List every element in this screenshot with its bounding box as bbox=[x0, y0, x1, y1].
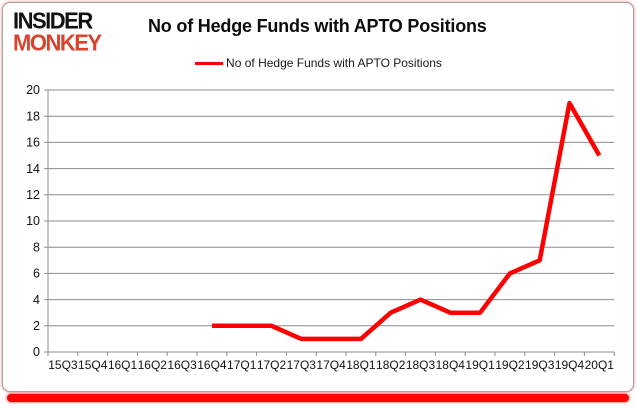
x-tick-label: 16Q3 bbox=[167, 358, 197, 372]
x-tick-label: 19Q4 bbox=[555, 358, 585, 372]
x-tick-label: 16Q2 bbox=[138, 358, 168, 372]
x-tick-label: 18Q2 bbox=[376, 358, 406, 372]
insider-monkey-logo: INSIDER MONKEY bbox=[13, 7, 102, 56]
legend-line-swatch bbox=[195, 61, 224, 65]
x-tick-label: 18Q1 bbox=[346, 358, 376, 372]
x-tick-label: 20Q1 bbox=[585, 358, 615, 372]
legend-label: No of Hedge Funds with APTO Positions bbox=[226, 56, 442, 70]
x-tick-label: 18Q3 bbox=[406, 358, 436, 372]
data-line bbox=[211, 100, 602, 342]
x-tick-label: 16Q1 bbox=[108, 358, 138, 372]
y-tick-label: 8 bbox=[33, 240, 40, 254]
y-tick-label: 14 bbox=[26, 162, 40, 176]
x-tick-label: 17Q1 bbox=[227, 358, 257, 372]
bottom-red-bar bbox=[7, 394, 629, 402]
y-tick-label: 20 bbox=[26, 83, 40, 97]
y-tick-label: 16 bbox=[26, 136, 40, 150]
x-tick-label: 17Q4 bbox=[316, 358, 346, 372]
x-tick-label: 15Q4 bbox=[78, 358, 108, 372]
x-tick-label: 16Q4 bbox=[197, 358, 227, 372]
x-tick-label: 19Q2 bbox=[495, 358, 525, 372]
y-tick-label: 0 bbox=[33, 345, 40, 359]
y-tick-label: 6 bbox=[33, 267, 40, 281]
logo-monkey-text: MONKEY bbox=[13, 29, 102, 56]
y-tick-label: 10 bbox=[26, 214, 40, 228]
x-tick-label: 19Q1 bbox=[465, 358, 495, 372]
chart-frame bbox=[2, 2, 634, 392]
x-tick-label: 17Q3 bbox=[287, 358, 317, 372]
chart-title: No of Hedge Funds with APTO Positions bbox=[148, 16, 487, 36]
y-tick-label: 18 bbox=[26, 109, 40, 123]
y-tick-label: 12 bbox=[26, 188, 40, 202]
logo-insider-text: INSIDER bbox=[13, 7, 93, 34]
x-tick-label: 15Q3 bbox=[48, 358, 78, 372]
legend: No of Hedge Funds with APTO Positions bbox=[0, 56, 637, 70]
x-tick-label: 17Q2 bbox=[257, 358, 287, 372]
x-tick-label: 18Q4 bbox=[436, 358, 466, 372]
y-tick-label: 2 bbox=[33, 319, 40, 333]
x-tick-label: 19Q3 bbox=[525, 358, 555, 372]
y-tick-label: 4 bbox=[33, 293, 40, 307]
